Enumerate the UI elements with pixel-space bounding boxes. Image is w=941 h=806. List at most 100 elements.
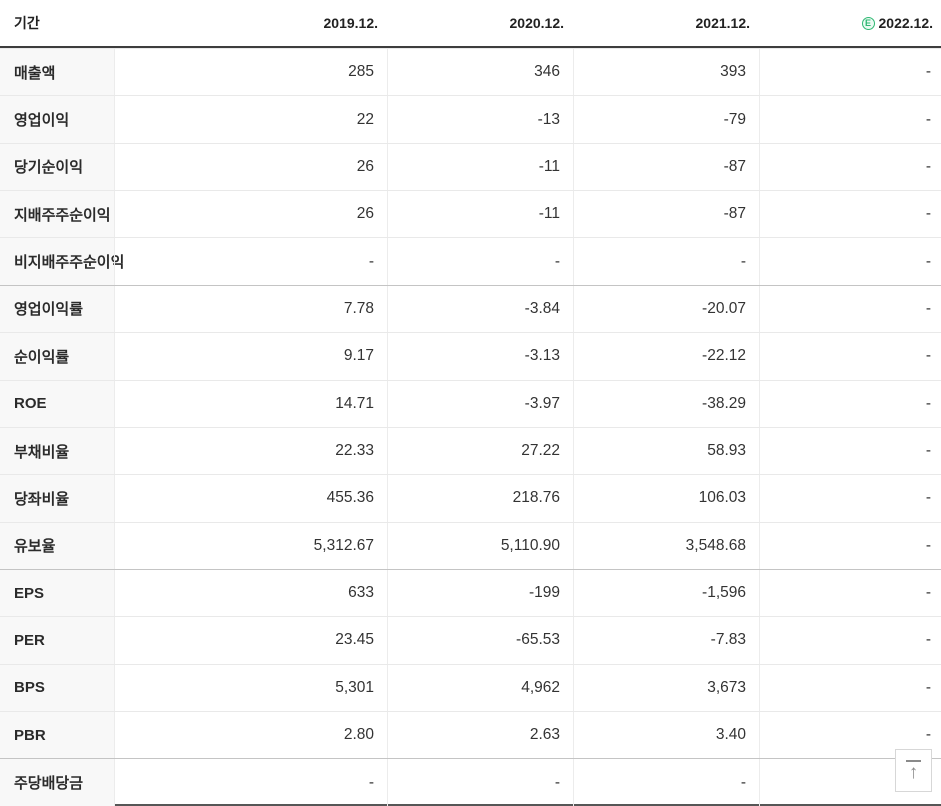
value-cell: 14.71 — [114, 380, 387, 427]
table-row: 부채비율 22.33 27.22 58.93 - — [0, 426, 941, 475]
row-label: 영업이익 — [0, 96, 114, 143]
table-row: PER 23.45 -65.53 -7.83 - — [0, 616, 941, 664]
row-label: BPS — [0, 664, 114, 712]
value-cell: -13 — [387, 96, 573, 143]
value-cell: -87 — [573, 191, 759, 238]
value-cell: - — [759, 569, 941, 617]
value-cell: 26 — [114, 143, 387, 191]
header-col-2019: 2019.12. — [323, 15, 379, 31]
value-cell: -199 — [387, 569, 573, 617]
value-cell: 285 — [114, 49, 387, 96]
value-cell: -3.13 — [387, 333, 573, 380]
value-cell: - — [759, 427, 941, 475]
table-row: BPS 5,301 4,962 3,673 - — [0, 663, 941, 712]
value-cell: - — [387, 238, 573, 285]
table-row: 비지배주주순이익 - - - - — [0, 237, 941, 285]
value-cell: -7.83 — [573, 617, 759, 664]
row-label: 부채비율 — [0, 427, 114, 475]
table-header-row: 기간 2019.12. 2020.12. 2021.12. E 2022.12. — [0, 0, 941, 48]
row-label: 유보율 — [0, 522, 114, 569]
value-cell: - — [759, 285, 941, 333]
value-cell: 393 — [573, 49, 759, 96]
estimate-badge-icon: E — [861, 16, 875, 30]
header-col-2020: 2020.12. — [509, 15, 565, 31]
value-cell: - — [573, 759, 759, 806]
value-cell: -11 — [387, 143, 573, 191]
value-cell: 346 — [387, 49, 573, 96]
value-cell: 22.33 — [114, 427, 387, 475]
table-row: 매출액 285 346 393 - — [0, 48, 941, 96]
value-cell: 22 — [114, 96, 387, 143]
value-cell: - — [387, 759, 573, 806]
value-cell: 27.22 — [387, 427, 573, 475]
value-cell: 5,110.90 — [387, 522, 573, 569]
value-cell: 26 — [114, 191, 387, 238]
value-cell: 23.45 — [114, 617, 387, 664]
header-period: 기간 — [14, 15, 40, 31]
table-row: 지배주주순이익 26 -11 -87 - — [0, 190, 941, 238]
value-cell: -22.12 — [573, 333, 759, 380]
table-row: 당기순이익 26 -11 -87 - — [0, 142, 941, 191]
value-cell: 4,962 — [387, 664, 573, 712]
row-label: EPS — [0, 569, 114, 617]
value-cell: -65.53 — [387, 617, 573, 664]
value-cell: -11 — [387, 191, 573, 238]
value-cell: - — [759, 238, 941, 285]
value-cell: - — [759, 191, 941, 238]
row-label: PBR — [0, 712, 114, 759]
row-label: ROE — [0, 380, 114, 427]
scroll-to-top-button[interactable]: ↑ — [895, 749, 932, 792]
header-col-2022-estimate: E 2022.12. — [759, 15, 941, 31]
value-cell: -1,596 — [573, 569, 759, 617]
value-cell: - — [573, 238, 759, 285]
value-cell: 9.17 — [114, 333, 387, 380]
header-col-2021: 2021.12. — [695, 15, 751, 31]
value-cell: 218.76 — [387, 475, 573, 522]
value-cell: - — [759, 380, 941, 427]
value-cell: 2.63 — [387, 712, 573, 759]
table-row: 주당배당금 - - - - — [0, 758, 941, 806]
value-cell: - — [759, 522, 941, 569]
arrow-up-icon: ↑ — [908, 761, 919, 783]
value-cell: 5,312.67 — [114, 522, 387, 569]
value-cell: -87 — [573, 143, 759, 191]
value-cell: - — [114, 759, 387, 806]
value-cell: - — [759, 49, 941, 96]
row-label: 지배주주순이익 — [0, 191, 114, 238]
value-cell: -20.07 — [573, 285, 759, 333]
value-cell: 5,301 — [114, 664, 387, 712]
table-row: 영업이익 22 -13 -79 - — [0, 95, 941, 143]
row-label: 영업이익률 — [0, 285, 114, 333]
row-label: 비지배주주순이익 — [0, 238, 124, 285]
value-cell: - — [759, 96, 941, 143]
table-row: ROE 14.71 -3.97 -38.29 - — [0, 379, 941, 427]
value-cell: 3,548.68 — [573, 522, 759, 569]
table-row: 당좌비율 455.36 218.76 106.03 - — [0, 474, 941, 522]
scroll-top-bar — [906, 759, 921, 762]
value-cell: -3.84 — [387, 285, 573, 333]
value-cell: 3,673 — [573, 664, 759, 712]
value-cell: - — [759, 712, 941, 759]
value-cell: 455.36 — [114, 475, 387, 522]
value-cell: - — [759, 475, 941, 522]
table-row: EPS 633 -199 -1,596 - — [0, 568, 941, 617]
row-label: 주당배당금 — [0, 759, 114, 806]
value-cell: 2.80 — [114, 712, 387, 759]
table-row: 순이익률 9.17 -3.13 -22.12 - — [0, 332, 941, 380]
value-cell: 106.03 — [573, 475, 759, 522]
value-cell: 3.40 — [573, 712, 759, 759]
value-cell: -38.29 — [573, 380, 759, 427]
row-label: PER — [0, 617, 114, 664]
value-cell: - — [759, 664, 941, 712]
row-label: 당기순이익 — [0, 143, 114, 191]
value-cell: 633 — [114, 569, 387, 617]
value-cell: 7.78 — [114, 285, 387, 333]
row-label: 순이익률 — [0, 333, 114, 380]
table-row: PBR 2.80 2.63 3.40 - — [0, 711, 941, 759]
value-cell: 58.93 — [573, 427, 759, 475]
value-cell: - — [759, 617, 941, 664]
header-col-2022-label: 2022.12. — [878, 15, 934, 31]
value-cell: - — [759, 143, 941, 191]
value-cell: -3.97 — [387, 380, 573, 427]
